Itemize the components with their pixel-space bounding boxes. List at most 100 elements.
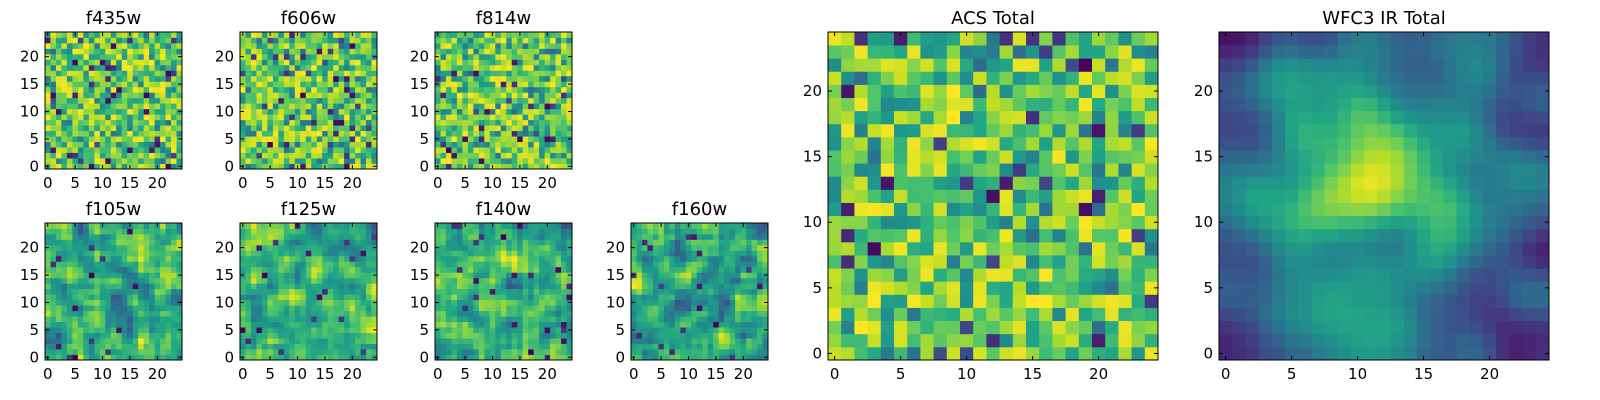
heatmap-cell <box>283 283 290 290</box>
heatmap-cell <box>707 316 714 323</box>
heatmap-cell <box>245 354 252 361</box>
heatmap-cell <box>171 42 177 49</box>
heatmap-cell <box>473 349 480 355</box>
heatmap-cell <box>349 272 356 279</box>
heatmap-cell <box>305 338 312 344</box>
heatmap-cell <box>127 228 134 235</box>
heatmap-cell <box>561 288 567 295</box>
heatmap-cell <box>999 202 1014 217</box>
heatmap-cell <box>478 114 485 121</box>
heatmap-cell <box>105 75 112 82</box>
heatmap-cell <box>685 349 692 355</box>
heatmap-cell <box>267 81 274 88</box>
heatmap-cell <box>561 53 567 60</box>
heatmap-cell <box>478 147 485 153</box>
heatmap-cell <box>149 147 155 153</box>
heatmap-cell <box>735 327 741 333</box>
heatmap-cell <box>245 294 252 301</box>
heatmap-cell <box>94 37 101 44</box>
heatmap-cell <box>1052 294 1066 308</box>
heatmap-cell <box>669 327 676 333</box>
heatmap-cell <box>50 119 57 126</box>
heatmap-cell <box>72 119 79 126</box>
heatmap-cell <box>143 59 150 66</box>
heatmap-cell <box>1105 163 1119 177</box>
heatmap-cell <box>544 244 551 251</box>
heatmap-cell <box>121 92 128 99</box>
heatmap-cell <box>272 81 279 88</box>
heatmap-cell <box>696 288 703 295</box>
heatmap-cell <box>445 152 452 159</box>
y-tick-label: 5 <box>29 130 39 148</box>
heatmap-cell <box>240 294 246 301</box>
heatmap-cell <box>561 261 567 268</box>
heatmap-cell <box>110 59 117 66</box>
heatmap-cell <box>278 277 285 284</box>
heatmap-cell <box>127 316 134 323</box>
heatmap-cell <box>300 310 307 317</box>
heatmap-cell <box>663 223 670 229</box>
heatmap-cell <box>99 136 106 142</box>
heatmap-cell <box>355 343 361 350</box>
heatmap-cell <box>920 255 934 269</box>
heatmap-cell <box>371 228 378 235</box>
heatmap-cell <box>561 59 567 66</box>
heatmap-cell <box>143 152 150 159</box>
heatmap-cell <box>55 321 62 328</box>
heatmap-cell <box>66 108 73 115</box>
heatmap-cell <box>366 228 372 235</box>
heatmap-cell <box>691 223 698 229</box>
heatmap-cell <box>171 163 177 170</box>
heatmap-cell <box>283 299 290 306</box>
heatmap-cell <box>467 163 474 170</box>
heatmap-cell <box>143 70 150 77</box>
heatmap-cell <box>1144 320 1159 335</box>
heatmap-cell <box>110 48 117 55</box>
heatmap-cell <box>440 163 447 170</box>
x-tick-label: 15 <box>120 365 139 383</box>
heatmap-cell <box>55 239 62 246</box>
heatmap-cell <box>105 266 112 273</box>
heatmap-cell <box>261 250 268 257</box>
heatmap-cell <box>986 189 1000 203</box>
heatmap-cell <box>729 321 736 328</box>
axes-frame <box>44 31 183 170</box>
heatmap-cell <box>1039 307 1053 322</box>
heatmap-cell <box>366 332 372 339</box>
heatmap-cell <box>707 299 714 306</box>
heatmap-cell <box>1105 228 1119 243</box>
heatmap-cell <box>344 277 350 284</box>
heatmap-cell <box>88 233 95 240</box>
heatmap-cell <box>294 305 301 312</box>
heatmap-cell <box>283 316 290 323</box>
heatmap-cell <box>149 81 155 88</box>
heatmap-cell <box>338 321 345 328</box>
x-tick-label: 10 <box>93 174 112 192</box>
heatmap-cell <box>110 261 117 268</box>
heatmap-cell <box>445 136 452 142</box>
heatmap-cell <box>636 343 643 350</box>
heatmap-cell <box>533 141 540 148</box>
heatmap-cell <box>333 332 340 339</box>
heatmap-cell <box>278 228 285 235</box>
heatmap-cell <box>66 244 73 251</box>
heatmap-cell <box>522 255 529 262</box>
heatmap-cell <box>495 321 502 328</box>
heatmap-cell <box>484 261 491 268</box>
heatmap-cell <box>544 152 551 159</box>
heatmap-cell <box>713 316 720 323</box>
heatmap-cell <box>1144 281 1159 295</box>
heatmap-cell <box>99 125 106 132</box>
heatmap-cell <box>305 86 312 93</box>
heatmap-cell <box>88 75 95 82</box>
heatmap-cell <box>467 321 474 328</box>
y-tick-label: 10 <box>410 293 429 311</box>
heatmap-cell <box>561 97 567 104</box>
heatmap-cell <box>327 64 334 71</box>
heatmap-cell <box>355 288 361 295</box>
heatmap-cell <box>316 70 323 77</box>
heatmap-cell <box>110 125 117 132</box>
heatmap-cell <box>171 250 177 257</box>
heatmap-cell <box>66 125 73 132</box>
heatmap-cell <box>669 233 676 240</box>
